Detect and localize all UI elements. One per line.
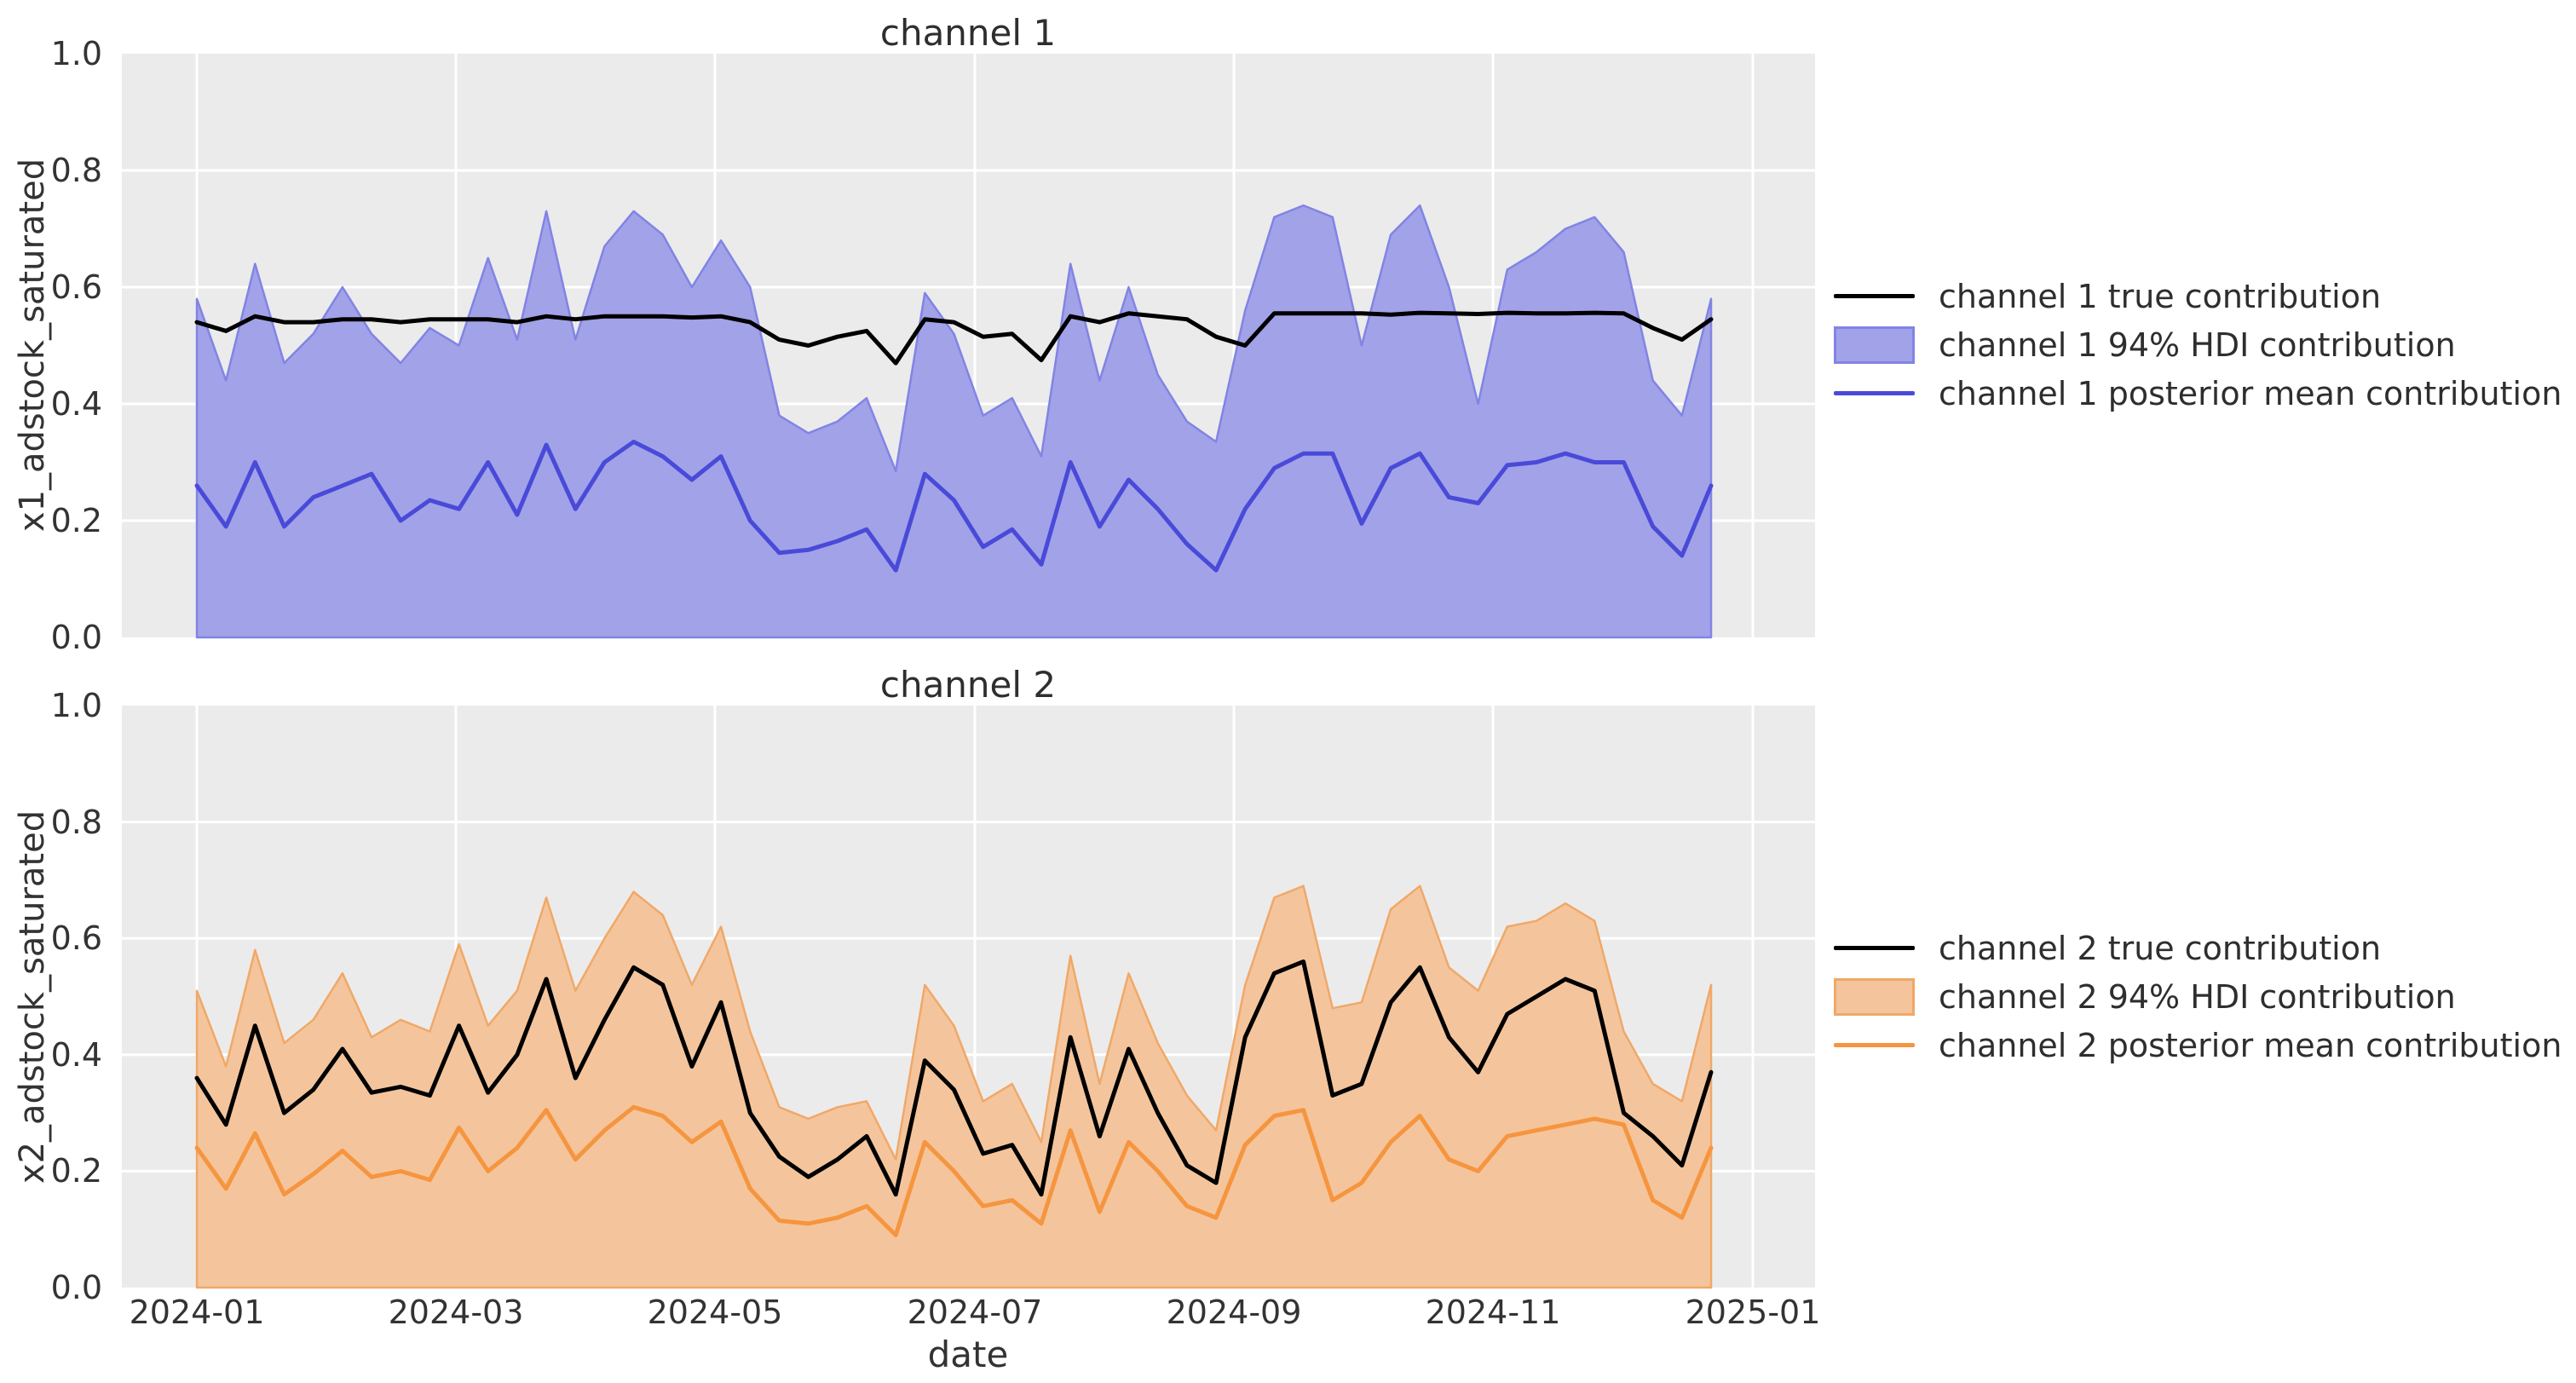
legend-label: channel 1 posterior mean contribution (1939, 374, 2562, 412)
y-tick-label: 0.6 (50, 919, 102, 958)
hdi-band-icon (1834, 977, 1915, 1016)
posterior-mean-line-icon (1834, 1043, 1915, 1047)
x-tick-label: 2024-09 (1166, 1294, 1302, 1331)
legend-item: channel 2 true contribution (1834, 924, 2562, 972)
y-tick-label: 1.0 (50, 687, 102, 724)
legend-label: channel 2 true contribution (1939, 929, 2382, 967)
y-tick-label: 1.0 (50, 35, 102, 72)
y-tick-label: 0.0 (50, 1269, 102, 1306)
y-tick-label: 0.4 (50, 385, 102, 423)
y-axis-label-1: x1_adstock_saturated (13, 158, 52, 533)
y-tick-label: 0.2 (50, 1152, 102, 1190)
y-tick-label: 0.8 (50, 152, 102, 189)
posterior-mean-line-icon (1834, 391, 1915, 395)
y-axis-label-2: x2_adstock_saturated (13, 810, 52, 1184)
legend-item: channel 2 posterior mean contribution (1834, 1021, 2562, 1069)
y-tick-label: 0.6 (50, 268, 102, 306)
legend-item: channel 1 true contribution (1834, 272, 2562, 320)
true-line-icon (1834, 294, 1915, 298)
legend-item: channel 2 94% HDI contribution (1834, 972, 2562, 1021)
y-tick-label: 0.4 (50, 1035, 102, 1074)
legend-2: channel 2 true contribution channel 2 94… (1834, 924, 2562, 1069)
x-tick-label: 2024-05 (647, 1294, 783, 1331)
subplot-1-title: channel 1 (879, 12, 1057, 54)
legend-item: channel 1 posterior mean contribution (1834, 369, 2562, 418)
x-axis-label: date (927, 1334, 1009, 1375)
x-tick-label: 2024-01 (129, 1294, 265, 1331)
x-tick-label: 2024-03 (388, 1294, 524, 1331)
y-tick-label: 0.2 (50, 502, 102, 539)
legend-label: channel 1 94% HDI contribution (1939, 326, 2456, 364)
x-tick-label: 2024-07 (907, 1294, 1043, 1331)
legend-label: channel 1 true contribution (1939, 277, 2382, 315)
true-line-icon (1834, 946, 1915, 950)
x-tick-label: 2025-01 (1685, 1294, 1821, 1331)
legend-1: channel 1 true contribution channel 1 94… (1834, 272, 2562, 418)
x-tick-label: 2024-11 (1425, 1294, 1561, 1331)
legend-label: channel 2 94% HDI contribution (1939, 977, 2456, 1016)
y-tick-label: 0.8 (50, 803, 102, 841)
y-tick-label: 0.0 (50, 619, 102, 656)
subplot-2-title: channel 2 (879, 664, 1057, 706)
hdi-band-icon (1834, 326, 1915, 364)
legend-label: channel 2 posterior mean contribution (1939, 1026, 2562, 1064)
legend-item: channel 1 94% HDI contribution (1834, 320, 2562, 369)
